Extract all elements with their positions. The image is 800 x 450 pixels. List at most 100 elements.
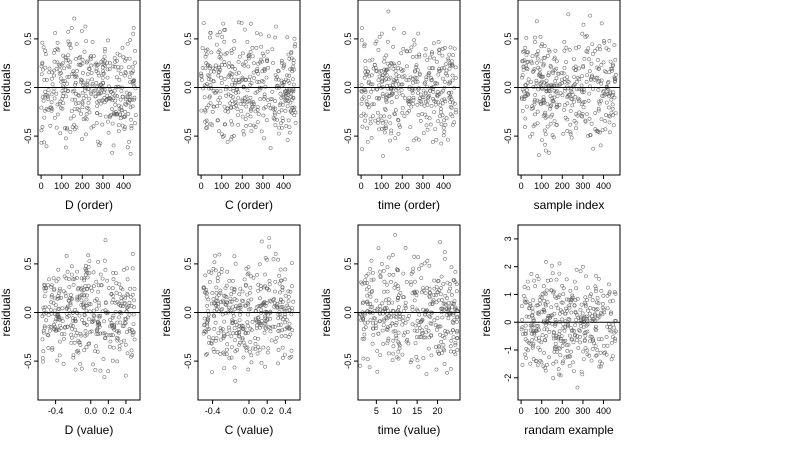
data-point bbox=[611, 113, 615, 118]
data-point bbox=[414, 335, 419, 340]
data-point bbox=[240, 336, 245, 341]
data-point bbox=[83, 94, 88, 98]
data-point bbox=[400, 82, 405, 87]
data-point bbox=[129, 124, 134, 128]
data-point bbox=[536, 49, 541, 54]
data-point bbox=[102, 54, 107, 59]
data-point bbox=[368, 301, 373, 306]
data-point bbox=[214, 90, 219, 95]
data-point bbox=[531, 106, 536, 111]
data-point bbox=[206, 340, 211, 345]
data-point bbox=[116, 68, 121, 73]
points-group bbox=[519, 259, 618, 390]
y-tick-label: -0.5 bbox=[183, 353, 193, 369]
data-point bbox=[256, 345, 261, 349]
data-point bbox=[259, 323, 264, 328]
data-point bbox=[223, 302, 228, 307]
data-point bbox=[290, 111, 295, 115]
data-point bbox=[267, 298, 272, 303]
data-point bbox=[47, 324, 52, 329]
data-point bbox=[368, 294, 373, 299]
data-point bbox=[449, 338, 454, 343]
data-point bbox=[564, 306, 568, 311]
y-tick-label: -1 bbox=[503, 346, 513, 354]
data-point bbox=[603, 350, 608, 355]
data-point bbox=[62, 337, 67, 341]
data-point bbox=[258, 97, 263, 102]
data-point bbox=[227, 278, 232, 283]
data-point bbox=[362, 75, 367, 80]
data-point bbox=[57, 102, 62, 106]
data-point bbox=[280, 317, 285, 322]
data-point bbox=[116, 336, 121, 341]
data-point bbox=[430, 301, 435, 306]
data-point bbox=[432, 286, 437, 291]
data-point bbox=[216, 331, 221, 336]
data-point bbox=[445, 296, 449, 301]
data-point bbox=[524, 53, 529, 57]
data-point bbox=[416, 322, 421, 327]
data-point bbox=[550, 112, 555, 117]
data-point bbox=[397, 91, 402, 96]
data-point bbox=[215, 298, 220, 303]
data-point bbox=[548, 104, 553, 109]
data-point bbox=[127, 139, 131, 144]
data-point bbox=[585, 322, 590, 327]
data-point bbox=[530, 329, 535, 334]
data-point bbox=[582, 90, 586, 94]
data-point bbox=[266, 346, 271, 351]
data-point bbox=[542, 128, 547, 133]
data-point bbox=[80, 99, 85, 104]
x-axis-label: C (order) bbox=[225, 198, 273, 212]
data-point bbox=[283, 109, 288, 113]
data-point bbox=[236, 113, 240, 118]
data-point bbox=[444, 116, 449, 121]
data-point bbox=[130, 64, 135, 69]
data-point bbox=[127, 92, 132, 97]
data-point bbox=[52, 86, 57, 91]
data-point bbox=[249, 328, 254, 333]
data-point bbox=[241, 340, 246, 345]
data-point bbox=[393, 69, 398, 73]
data-point bbox=[41, 349, 46, 354]
data-point bbox=[96, 332, 101, 337]
data-point bbox=[395, 268, 400, 273]
data-point bbox=[278, 322, 283, 327]
data-point bbox=[217, 95, 222, 100]
data-point bbox=[609, 357, 614, 362]
data-point bbox=[423, 90, 428, 95]
data-point bbox=[610, 66, 615, 71]
data-point bbox=[281, 65, 286, 70]
data-point bbox=[267, 102, 272, 107]
data-point bbox=[449, 330, 453, 335]
data-point bbox=[262, 68, 267, 73]
data-point bbox=[69, 323, 74, 328]
data-point bbox=[287, 130, 292, 135]
data-point bbox=[125, 277, 130, 282]
data-point bbox=[586, 46, 591, 51]
data-point bbox=[119, 286, 123, 290]
data-point bbox=[273, 106, 278, 111]
data-point bbox=[114, 75, 119, 80]
data-point bbox=[565, 128, 570, 133]
data-point bbox=[44, 144, 49, 149]
data-point bbox=[419, 263, 424, 268]
data-point bbox=[110, 286, 115, 291]
data-point bbox=[122, 127, 127, 132]
data-point bbox=[44, 318, 49, 323]
data-point bbox=[234, 71, 239, 76]
data-point bbox=[364, 273, 369, 278]
data-point bbox=[370, 288, 375, 293]
data-point bbox=[583, 295, 588, 300]
data-point bbox=[128, 38, 133, 43]
data-point bbox=[432, 56, 437, 61]
data-point bbox=[107, 96, 112, 100]
data-point bbox=[525, 339, 530, 344]
data-point bbox=[545, 278, 550, 283]
data-point bbox=[102, 49, 107, 54]
data-point bbox=[445, 137, 450, 142]
data-point bbox=[432, 278, 437, 283]
data-point bbox=[73, 327, 78, 332]
data-point bbox=[222, 104, 227, 109]
